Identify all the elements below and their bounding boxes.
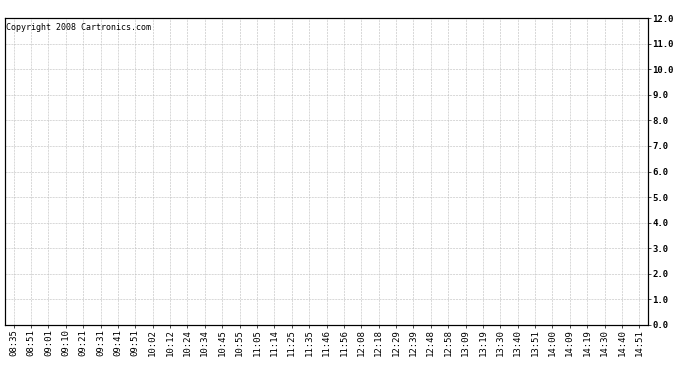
Text: East Array Actual Power (red) & Running Average Power (blue) (Watts)  Mon Dec 1 : East Array Actual Power (red) & Running … — [3, 3, 609, 15]
Text: Copyright 2008 Cartronics.com: Copyright 2008 Cartronics.com — [6, 22, 151, 32]
